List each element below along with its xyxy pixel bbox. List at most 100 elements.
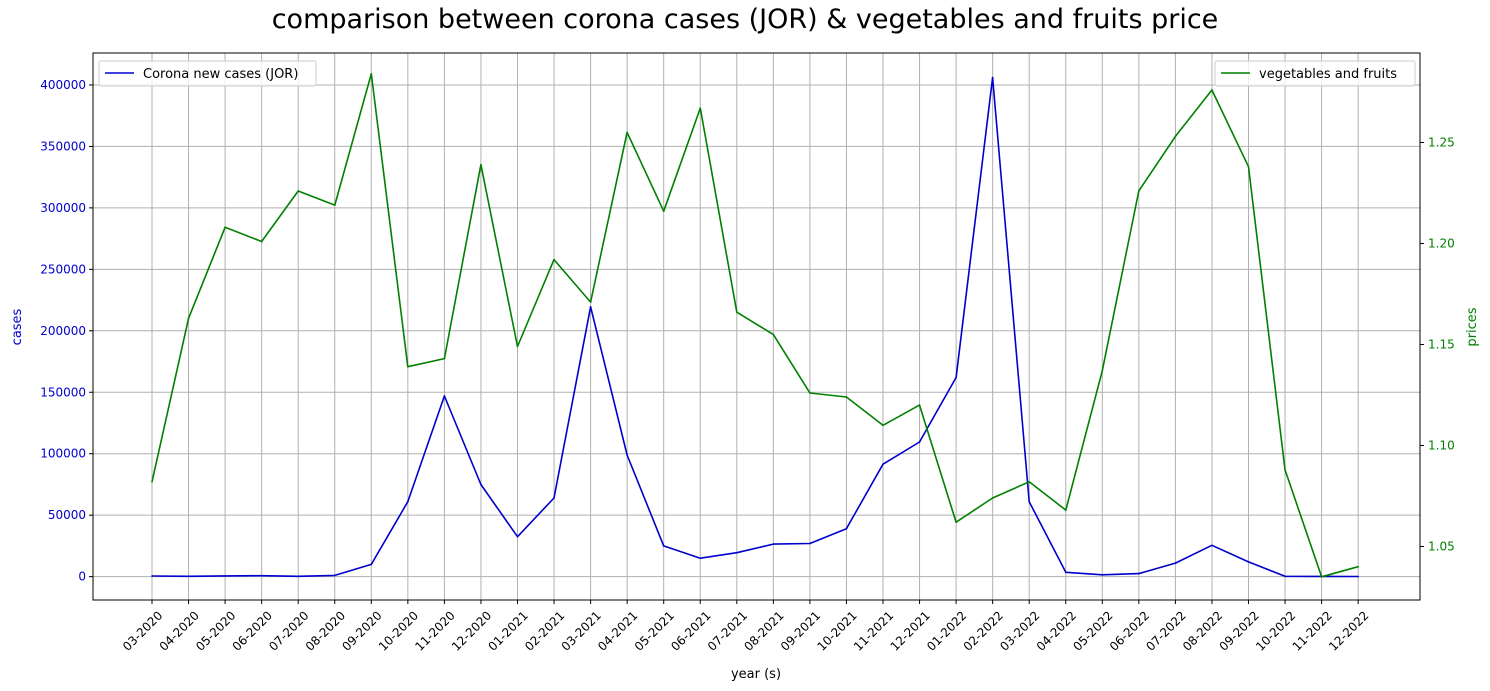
right-y-axis: 1.05 1.10 1.15 1.20 1.25 <box>1420 135 1455 553</box>
right-y-axis-label: prices <box>1465 307 1480 346</box>
series-line-1 <box>151 73 1359 578</box>
series-1-point <box>151 481 153 483</box>
series-0-point <box>187 575 190 578</box>
series-0-point <box>699 557 702 560</box>
series-0-point <box>736 551 738 554</box>
series-0-point <box>1028 500 1030 503</box>
left-y-tick-label: 50000 <box>48 508 86 522</box>
left-y-tick-label: 250000 <box>40 262 86 276</box>
grid <box>93 53 1420 600</box>
left-y-tick-label: 200000 <box>40 324 86 338</box>
series-0-point <box>1138 572 1140 575</box>
series-1-point <box>955 521 957 524</box>
series-1-point <box>407 365 409 368</box>
left-y-tick-label: 300000 <box>40 201 86 215</box>
series-1-point <box>1101 369 1104 372</box>
series-0-point <box>1064 571 1067 574</box>
series-1-point <box>480 163 482 166</box>
series-1-point <box>553 258 555 261</box>
right-y-tick-label: 1.20 <box>1428 236 1455 250</box>
series-1-point <box>626 131 628 134</box>
chart-title: comparison between corona cases (JOR) & … <box>271 4 1219 35</box>
series-1-point <box>589 301 592 303</box>
series-1-point <box>772 333 775 336</box>
series-1-point <box>991 497 994 499</box>
series-1-point <box>809 392 811 394</box>
series-1-point <box>443 357 446 360</box>
series-1-point <box>1138 190 1140 192</box>
left-y-tick-label: 150000 <box>40 385 86 399</box>
series-1-point <box>224 226 226 229</box>
x-axis-label: year (s) <box>731 667 781 682</box>
left-y-axis: 0 50000 100000 150000 200000 250000 300000 3500… <box>40 78 93 584</box>
series-1-point <box>1284 468 1286 471</box>
left-y-tick-label: 0 <box>78 570 86 584</box>
series-1-point <box>918 404 921 406</box>
series-0-point <box>480 483 482 486</box>
series-0-point <box>260 574 263 577</box>
series-0-point <box>1211 544 1213 547</box>
series-0-point <box>1357 575 1359 578</box>
series-0-point <box>589 306 592 308</box>
series-1-point <box>297 190 300 192</box>
series-0-point <box>991 76 994 79</box>
right-y-tick-label: 1.15 <box>1428 337 1455 351</box>
left-y-tick-label: 100000 <box>40 447 86 461</box>
series-1-point <box>1211 89 1213 91</box>
series-0-point <box>407 500 409 503</box>
series-1-point <box>1028 481 1030 483</box>
series-1-point <box>1174 135 1177 138</box>
series-0-point <box>151 575 153 577</box>
series-1-point <box>1064 509 1067 511</box>
series-0-point <box>626 454 628 456</box>
left-y-axis-label: cases <box>10 308 25 345</box>
series-1-point <box>662 210 665 212</box>
series-0-point <box>333 574 336 577</box>
series-1-point <box>370 73 373 75</box>
legend-right: vegetables and fruits <box>1214 60 1416 87</box>
series-1-point <box>736 311 738 313</box>
left-y-tick-label: 400000 <box>40 78 86 92</box>
x-axis: 03-202004-202005-202006-202007-202008-20… <box>120 600 1371 654</box>
series-0-point <box>809 542 811 545</box>
series-0-point <box>772 543 775 545</box>
series-0-point <box>1284 575 1286 578</box>
legend-right-label: vegetables and fruits <box>1259 67 1397 82</box>
series-0-point <box>955 376 957 379</box>
series-1-point <box>333 204 336 206</box>
legend-right-frame <box>1214 60 1416 87</box>
series-0-point <box>370 563 373 566</box>
right-y-tick-label: 1.25 <box>1428 135 1455 149</box>
series-line-0 <box>151 76 1359 578</box>
series-lines <box>151 73 1359 578</box>
series-0-point <box>516 535 519 538</box>
left-y-tick-label: 350000 <box>40 139 86 153</box>
series-0-point <box>443 395 446 397</box>
legend-left-label: Corona new cases (JOR) <box>143 67 298 82</box>
series-1-point <box>260 240 263 243</box>
series-0-point <box>1174 562 1177 564</box>
series-1-point <box>845 396 848 398</box>
series-1-point <box>699 107 702 109</box>
series-0-point <box>882 463 884 465</box>
x-tick-label: 12-2022 <box>1326 608 1371 653</box>
series-1-point <box>882 424 884 427</box>
series-1-point <box>1247 165 1250 168</box>
legend-left-frame <box>98 60 317 87</box>
series-0-point <box>553 497 555 499</box>
plot-frame <box>92 52 1421 601</box>
series-0-point <box>662 545 665 547</box>
series-1-point <box>187 317 190 320</box>
series-0-point <box>918 441 921 443</box>
series-1-point <box>1320 575 1323 578</box>
series-0-point <box>1247 561 1250 563</box>
series-0-point <box>297 575 300 578</box>
series-1-point <box>1357 565 1359 568</box>
series-0-point <box>1101 574 1104 576</box>
series-1-point <box>516 345 519 348</box>
series-0-point <box>845 527 848 530</box>
right-y-tick-label: 1.10 <box>1428 438 1455 452</box>
legend-left: Corona new cases (JOR) <box>98 60 317 87</box>
series-0-point <box>224 575 226 577</box>
